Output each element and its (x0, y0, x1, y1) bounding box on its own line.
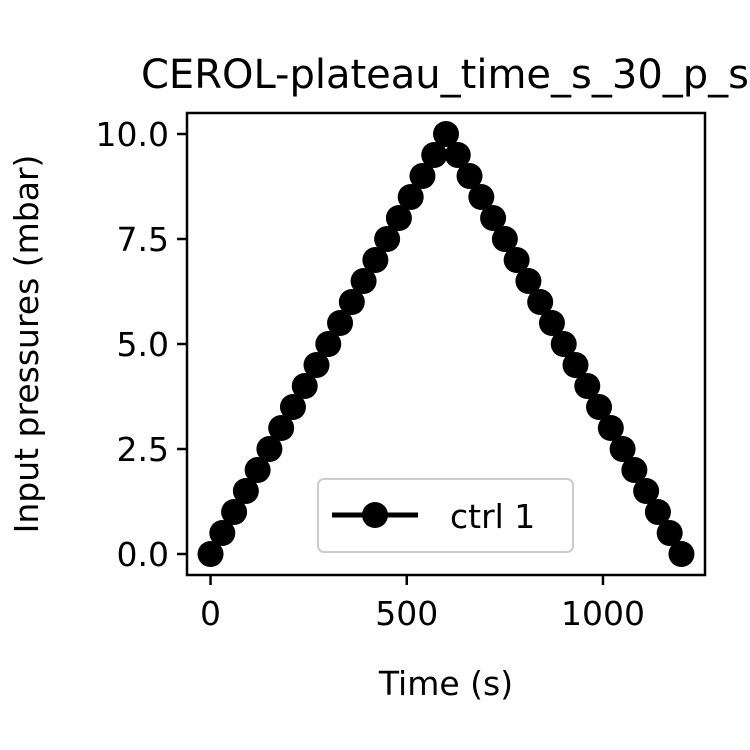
data-point (668, 541, 695, 567)
chart-title: CEROL-plateau_time_s_30_p_s (141, 52, 749, 98)
y-axis-label: Input pressures (mbar) (7, 155, 46, 534)
legend-label-ctrl-1: ctrl 1 (450, 497, 535, 536)
x-axis: 0 500 1000 (200, 575, 645, 633)
data-point (256, 436, 283, 462)
data-point (562, 352, 589, 378)
data-point (350, 268, 377, 294)
data-point (327, 310, 354, 336)
data-point (421, 142, 448, 168)
data-point (586, 394, 613, 420)
data-point (315, 331, 342, 357)
x-tick-label: 1000 (561, 594, 645, 633)
y-tick-label: 0.0 (117, 535, 169, 574)
data-point (338, 289, 365, 315)
data-point (515, 268, 542, 294)
data-point (268, 415, 295, 441)
data-point (644, 499, 671, 525)
data-point (279, 394, 306, 420)
x-tick-label: 0 (200, 594, 221, 633)
y-tick-label: 7.5 (117, 220, 169, 259)
data-point (397, 184, 424, 210)
data-point (609, 436, 636, 462)
data-point (209, 520, 236, 546)
data-point (232, 478, 259, 504)
data-point (503, 247, 530, 273)
data-point (221, 499, 248, 525)
y-tick-label: 2.5 (117, 430, 169, 469)
data-point (291, 373, 318, 399)
x-tick-label: 500 (375, 594, 438, 633)
data-point (303, 352, 330, 378)
legend: ctrl 1 (317, 478, 574, 553)
data-point (550, 331, 577, 357)
data-point (362, 247, 389, 273)
data-point (409, 163, 436, 189)
data-point (538, 310, 565, 336)
data-point (656, 520, 683, 546)
y-axis: 0.0 2.5 5.0 7.5 10.0 (96, 115, 187, 574)
data-point (197, 541, 224, 567)
legend-frame (317, 478, 574, 553)
y-tick-label: 10.0 (96, 115, 169, 154)
data-point (574, 373, 601, 399)
data-point (456, 163, 483, 189)
data-point (621, 457, 648, 483)
data-point (444, 142, 471, 168)
data-point (374, 226, 401, 252)
data-point (491, 226, 518, 252)
data-point (385, 205, 412, 231)
data-point (597, 415, 624, 441)
data-point (244, 457, 271, 483)
data-point (468, 184, 495, 210)
legend-marker-swatch (362, 502, 388, 528)
data-point (480, 205, 507, 231)
data-point (527, 289, 554, 315)
data-point (633, 478, 660, 504)
x-axis-label: Time (s) (378, 664, 513, 703)
series-layer (197, 121, 695, 567)
y-tick-label: 5.0 (117, 325, 169, 364)
data-point (433, 121, 459, 147)
